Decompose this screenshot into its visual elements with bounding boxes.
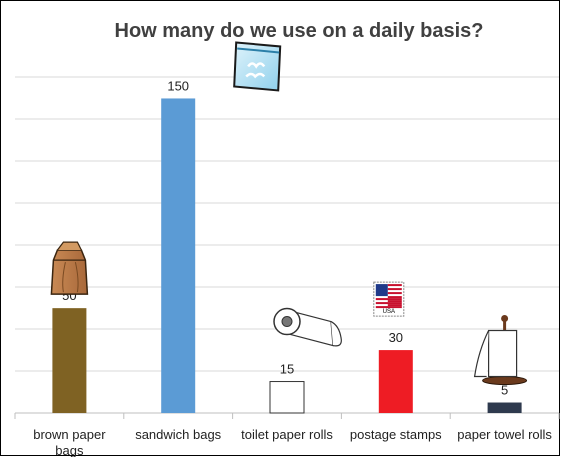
x-tick-label: toilet paper rolls — [241, 427, 333, 442]
bar — [487, 402, 522, 413]
toilet-paper-icon — [273, 307, 342, 347]
bar — [161, 98, 196, 414]
data-label: 5 — [501, 383, 508, 398]
bars — [52, 98, 522, 414]
postage-stamp-icon: USA — [373, 281, 405, 317]
bar — [378, 350, 413, 413]
data-label: 30 — [389, 330, 403, 345]
bar — [269, 381, 305, 414]
x-tick-label: postage stamps — [350, 427, 442, 442]
data-label: 150 — [167, 78, 189, 93]
x-tick-label: paper towel rolls — [457, 427, 552, 442]
sandwich-bag-icon — [233, 41, 282, 92]
x-tick-label: brown paper — [33, 427, 106, 442]
bar — [52, 308, 87, 413]
stamp-text: USA — [383, 309, 395, 315]
data-label: 15 — [280, 362, 294, 377]
chart-title: How many do we use on a daily basis? — [115, 20, 484, 42]
paper-bag-icon — [50, 241, 89, 295]
x-tick-label: sandwich bags — [135, 427, 221, 442]
paper-towel-icon — [473, 315, 528, 386]
x-tick-label: bags — [55, 443, 84, 457]
icons: USA — [50, 41, 528, 386]
